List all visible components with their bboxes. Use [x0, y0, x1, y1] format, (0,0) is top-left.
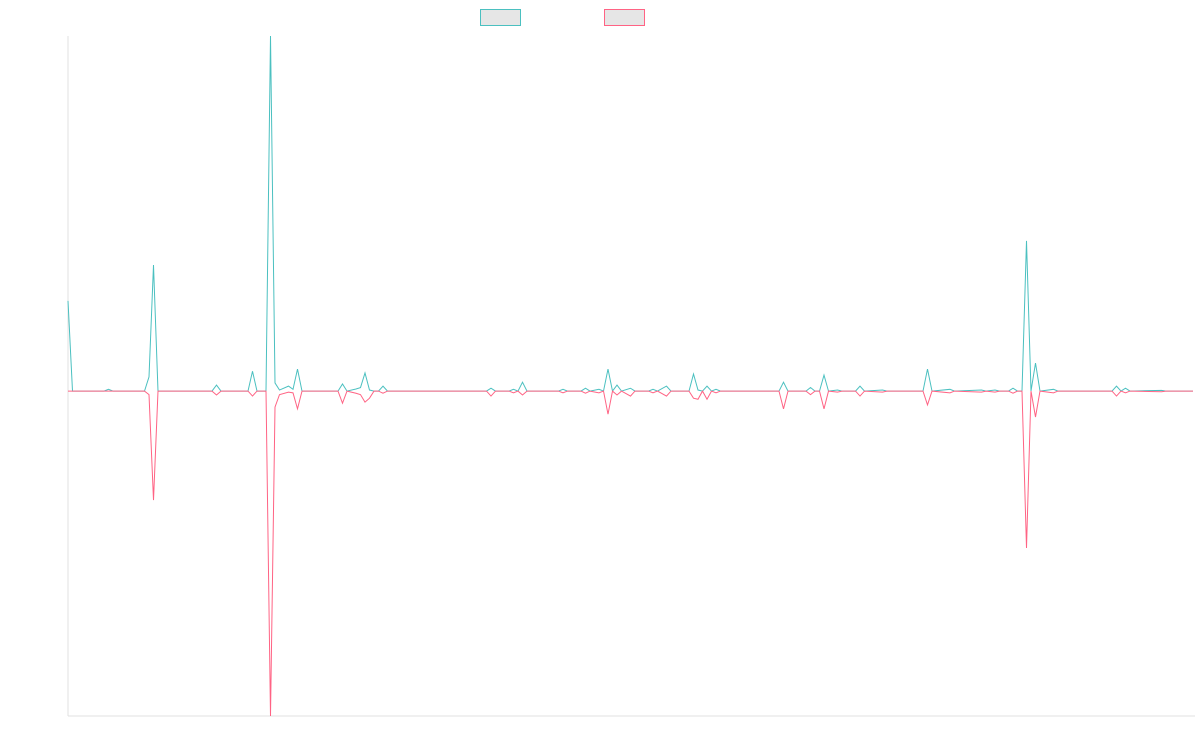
- plot-area: [67, 35, 1193, 717]
- legend-swatch[interactable]: [604, 9, 645, 26]
- legend-swatch[interactable]: [480, 9, 521, 26]
- data-line: [67, 35, 1193, 393]
- data-line: [68, 390, 1193, 717]
- legend: [480, 9, 645, 26]
